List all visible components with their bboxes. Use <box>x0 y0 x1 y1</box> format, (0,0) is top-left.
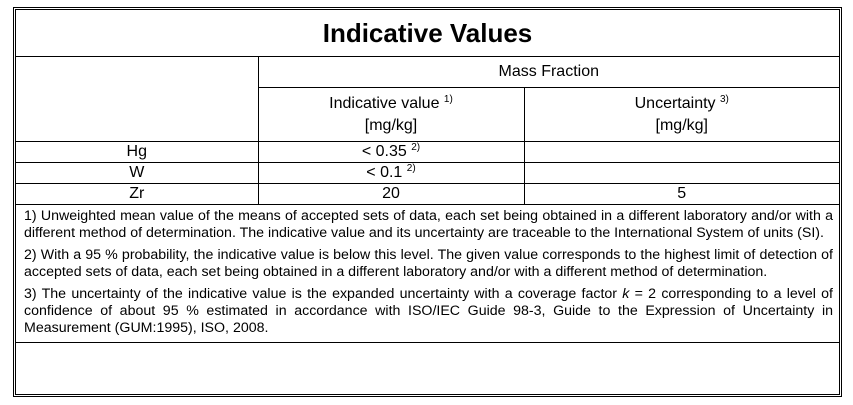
empty-header <box>16 56 259 142</box>
value: < 0.35 <box>361 143 407 160</box>
element: Zr <box>16 183 259 205</box>
element: W <box>16 162 259 184</box>
indicative-value: < 0.1 2) <box>257 162 525 184</box>
text: = 2 corresponding to a level of confiden… <box>24 286 833 336</box>
symbol: k <box>622 286 630 302</box>
indicative-values-table: Indicative Values Mass Fraction Indicati… <box>16 10 839 343</box>
group-header: Mass Fraction <box>257 56 839 88</box>
table-title: Indicative Values <box>16 10 839 57</box>
footnote: 1) Unweighted mean value of the means of… <box>24 208 833 241</box>
indicative-value: 20 <box>257 183 525 205</box>
unit: [mg/kg] <box>655 116 708 134</box>
value: < 0.1 <box>366 164 403 181</box>
footnotes: 1) Unweighted mean value of the means of… <box>16 204 839 343</box>
footnote-ref: 2) <box>406 163 416 174</box>
header-text: Uncertainty <box>634 94 716 112</box>
uncertainty <box>523 162 839 184</box>
text: 3) The uncertainty of the indicative val… <box>24 286 623 302</box>
uncertainty: 5 <box>523 183 839 205</box>
footnote-ref: 3) <box>719 93 729 105</box>
header-text: Indicative value <box>329 94 440 112</box>
indicative-value: < 0.35 2) <box>257 141 525 163</box>
column-header: Indicative value 1) [mg/kg] <box>258 87 525 142</box>
table-frame: Indicative Values Mass Fraction Indicati… <box>13 7 842 397</box>
column-header: Uncertainty 3) [mg/kg] <box>523 87 839 142</box>
uncertainty <box>523 141 839 163</box>
unit: [mg/kg] <box>364 116 418 134</box>
footnote: 2) With a 95 % probability, the indicati… <box>24 247 833 280</box>
footnote-ref: 2) <box>411 142 421 153</box>
footnote: 3) The uncertainty of the indicative val… <box>24 286 833 337</box>
footnote-ref: 1) <box>443 93 453 105</box>
element: Hg <box>16 141 259 163</box>
